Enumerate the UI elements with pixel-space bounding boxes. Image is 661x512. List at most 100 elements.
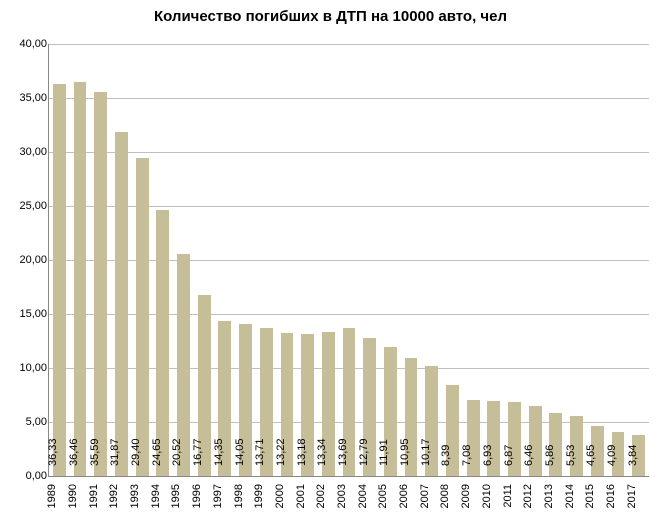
bar: 7,08 (467, 400, 480, 476)
bar: 24,65 (156, 210, 169, 476)
plot-area: 36,3336,4635,5931,8729,4024,6520,5216,77… (48, 44, 649, 477)
x-tick-label: 1990 (67, 484, 79, 508)
bar: 4,65 (591, 426, 604, 476)
y-tick-label: 10,00 (3, 362, 47, 374)
bar-value-label: 4,65 (585, 445, 597, 466)
x-tick-label: 1989 (46, 484, 58, 508)
bar: 6,93 (487, 401, 500, 476)
bar-value-label: 6,46 (523, 445, 535, 466)
y-tick-label: 20,00 (3, 254, 47, 266)
x-tick-label: 2000 (274, 484, 286, 508)
x-tick-label: 2006 (398, 484, 410, 508)
bar: 4,09 (612, 432, 625, 476)
bar-value-label: 12,79 (358, 438, 370, 466)
bar-value-label: 20,52 (171, 438, 183, 466)
bar: 14,05 (239, 324, 252, 476)
bar: 5,86 (549, 413, 562, 476)
x-tick-label: 2011 (502, 484, 514, 508)
bar-value-label: 36,33 (47, 438, 59, 466)
bar: 11,91 (384, 347, 397, 476)
grid-line (49, 152, 649, 153)
y-tick-label: 5,00 (3, 416, 47, 428)
bar: 13,34 (322, 332, 335, 476)
bar-value-label: 3,84 (627, 445, 639, 466)
bar-value-label: 13,22 (275, 438, 287, 466)
x-tick-label: 1993 (129, 484, 141, 508)
bar: 16,77 (198, 295, 211, 476)
x-tick-label: 2001 (295, 484, 307, 508)
bar-value-label: 13,71 (254, 438, 266, 466)
bar-value-label: 35,59 (89, 438, 101, 466)
bar-value-label: 4,09 (606, 445, 618, 466)
bar: 13,18 (301, 334, 314, 476)
x-tick-label: 2014 (564, 484, 576, 508)
x-tick-label: 2004 (357, 484, 369, 508)
bar-value-label: 13,34 (316, 438, 328, 466)
bar: 29,40 (136, 158, 149, 476)
x-tick-label: 2015 (584, 484, 596, 508)
x-tick-label: 2005 (377, 484, 389, 508)
bar-value-label: 31,87 (109, 438, 121, 466)
y-tick-label: 0,00 (3, 470, 47, 482)
bar-value-label: 13,18 (296, 438, 308, 466)
y-tick-label: 30,00 (3, 146, 47, 158)
x-tick-label: 2008 (439, 484, 451, 508)
bar: 6,46 (529, 406, 542, 476)
x-tick-label: 2017 (626, 484, 638, 508)
bar: 20,52 (177, 254, 190, 476)
bar: 13,71 (260, 328, 273, 476)
bar-value-label: 29,40 (130, 438, 142, 466)
bar-value-label: 14,05 (234, 438, 246, 466)
bar: 31,87 (115, 132, 128, 476)
bar-value-label: 14,35 (213, 438, 225, 466)
x-tick-label: 1991 (88, 484, 100, 508)
x-tick-label: 1992 (108, 484, 120, 508)
x-tick-label: 2013 (543, 484, 555, 508)
bar: 8,39 (446, 385, 459, 476)
bar: 10,95 (405, 358, 418, 476)
bar-value-label: 24,65 (151, 438, 163, 466)
bar: 14,35 (218, 321, 231, 476)
bar-value-label: 7,08 (461, 445, 473, 466)
chart-container: Количество погибших в ДТП на 10000 авто,… (0, 0, 661, 512)
chart-title: Количество погибших в ДТП на 10000 авто,… (0, 8, 661, 25)
bar: 12,79 (363, 338, 376, 476)
bar: 13,69 (343, 328, 356, 476)
y-tick-label: 15,00 (3, 308, 47, 320)
bar-value-label: 8,39 (440, 445, 452, 466)
bar-value-label: 10,95 (399, 438, 411, 466)
x-tick-label: 2012 (522, 484, 534, 508)
bar-value-label: 13,69 (337, 438, 349, 466)
x-tick-label: 2009 (460, 484, 472, 508)
x-tick-label: 1998 (233, 484, 245, 508)
y-tick-label: 40,00 (3, 38, 47, 50)
x-tick-label: 1999 (253, 484, 265, 508)
x-tick-label: 1997 (212, 484, 224, 508)
bar-value-label: 10,17 (420, 438, 432, 466)
grid-line (49, 44, 649, 45)
bar-value-label: 6,87 (503, 445, 515, 466)
bar: 36,33 (53, 84, 66, 476)
x-tick-label: 2003 (336, 484, 348, 508)
x-tick-label: 2007 (419, 484, 431, 508)
bar: 13,22 (281, 333, 294, 476)
bar: 10,17 (425, 366, 438, 476)
x-tick-label: 2002 (315, 484, 327, 508)
bar-value-label: 16,77 (192, 438, 204, 466)
bar-value-label: 5,86 (544, 445, 556, 466)
bar-value-label: 5,53 (565, 445, 577, 466)
bar-value-label: 6,93 (482, 445, 494, 466)
bar: 3,84 (632, 435, 645, 476)
y-tick-label: 25,00 (3, 200, 47, 212)
x-tick-label: 1994 (150, 484, 162, 508)
bar: 6,87 (508, 402, 521, 476)
grid-line (49, 98, 649, 99)
x-tick-label: 1995 (170, 484, 182, 508)
bar-value-label: 36,46 (68, 438, 80, 466)
bar-value-label: 11,91 (378, 439, 390, 466)
x-tick-label: 1996 (191, 484, 203, 508)
y-tick-label: 35,00 (3, 92, 47, 104)
bar: 36,46 (74, 82, 87, 476)
bar: 5,53 (570, 416, 583, 476)
bar: 35,59 (94, 92, 107, 476)
